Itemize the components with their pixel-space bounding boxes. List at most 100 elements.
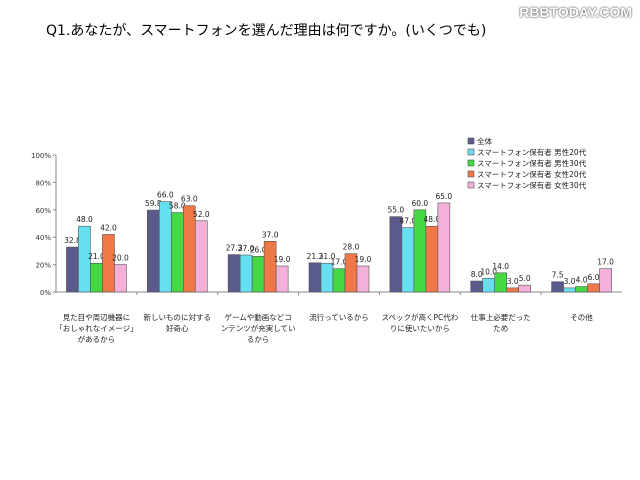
data-label: 48.0 bbox=[76, 215, 93, 224]
bar bbox=[494, 272, 508, 293]
data-label: 59.8 bbox=[145, 199, 162, 208]
data-label: 3.0 bbox=[564, 277, 576, 286]
bar bbox=[518, 284, 532, 293]
bar bbox=[66, 246, 79, 293]
category-label: るから bbox=[247, 335, 270, 344]
chart-title: Q1.あなたが、スマートフォンを選んだ理由は何ですか。(いくつでも) bbox=[46, 23, 487, 39]
bar bbox=[587, 283, 600, 293]
bar bbox=[575, 286, 588, 293]
category-label: 好奇心 bbox=[166, 323, 189, 333]
y-tick-label: 0% bbox=[40, 289, 51, 297]
category-label: スペックが高くPC代わ bbox=[381, 312, 458, 322]
data-label: 10.0 bbox=[480, 267, 497, 276]
bar bbox=[482, 277, 496, 293]
y-tick-label: 60% bbox=[35, 207, 51, 215]
legend-label: スマートフォン保有者 男性30代 bbox=[477, 158, 587, 168]
bar bbox=[239, 254, 253, 293]
category-label: 仕事上必要だった bbox=[471, 312, 531, 322]
bar bbox=[563, 287, 576, 293]
data-label: 66.0 bbox=[157, 191, 174, 200]
category-label: ため bbox=[493, 324, 508, 333]
data-label: 19.0 bbox=[355, 255, 372, 264]
bar bbox=[90, 262, 103, 293]
data-label: 21.0 bbox=[319, 252, 336, 261]
bar bbox=[470, 280, 484, 293]
data-label: 32.8 bbox=[64, 236, 81, 245]
bar bbox=[251, 256, 265, 293]
legend-label: スマートフォン保有者 女性20代 bbox=[477, 169, 587, 179]
legend-swatch bbox=[467, 137, 475, 145]
data-label: 21.3 bbox=[307, 252, 324, 261]
category-label: ンテンツが充実してい bbox=[221, 323, 296, 333]
category-label: りに使いたいから bbox=[390, 323, 450, 333]
bar bbox=[551, 281, 564, 293]
y-tick-label: 80% bbox=[35, 179, 51, 187]
data-label: 7.5 bbox=[552, 271, 564, 280]
category-label: があるから bbox=[78, 334, 116, 344]
data-label: 4.0 bbox=[576, 276, 588, 285]
data-label: 19.0 bbox=[274, 255, 291, 264]
data-label: 60.0 bbox=[412, 199, 429, 208]
bar bbox=[599, 268, 612, 293]
category-label: 流行っているから bbox=[309, 312, 369, 322]
data-label: 55.0 bbox=[388, 206, 405, 215]
data-label: 8.0 bbox=[471, 270, 483, 279]
data-label: 58.0 bbox=[169, 202, 186, 211]
bar bbox=[320, 262, 334, 293]
bar bbox=[308, 262, 322, 293]
bar bbox=[78, 225, 91, 293]
bar bbox=[401, 227, 415, 293]
data-label: 37.0 bbox=[262, 230, 279, 239]
bar bbox=[389, 216, 403, 293]
bar bbox=[506, 287, 520, 293]
legend-label: スマートフォン保有者 女性30代 bbox=[477, 180, 587, 190]
data-label: 27.3 bbox=[226, 244, 243, 253]
legend-swatch bbox=[467, 170, 475, 178]
data-label: 20.0 bbox=[112, 254, 129, 263]
legend-swatch bbox=[467, 148, 475, 156]
bar bbox=[194, 220, 208, 293]
data-label: 17.0 bbox=[597, 258, 614, 267]
legend-label: スマートフォン保有者 男性20代 bbox=[477, 147, 587, 157]
category-label: 「おしゃれなイメージ」 bbox=[55, 324, 137, 333]
legend-swatch bbox=[467, 181, 475, 189]
data-label: 6.0 bbox=[588, 273, 600, 282]
bar bbox=[170, 212, 184, 293]
category-label: その他 bbox=[570, 312, 593, 322]
data-label: 42.0 bbox=[100, 223, 117, 232]
bar bbox=[227, 254, 241, 293]
y-tick-label: 100% bbox=[31, 152, 51, 160]
bar bbox=[425, 225, 439, 293]
bar bbox=[437, 202, 451, 293]
bar bbox=[356, 265, 370, 293]
data-label: 17.0 bbox=[331, 258, 348, 267]
category-label: ゲームや動画などコ bbox=[225, 313, 292, 322]
data-label: 48.0 bbox=[424, 215, 441, 224]
legend-label: 全体 bbox=[477, 136, 492, 146]
bar bbox=[275, 265, 289, 293]
data-label: 65.0 bbox=[436, 192, 453, 201]
y-tick-label: 40% bbox=[35, 234, 51, 242]
bar bbox=[114, 264, 127, 293]
category-label: 見た目や周辺機器に bbox=[63, 312, 131, 322]
y-tick-label: 20% bbox=[35, 262, 51, 270]
data-label: 14.0 bbox=[492, 262, 509, 271]
data-label: 63.0 bbox=[181, 195, 198, 204]
bar bbox=[102, 234, 115, 293]
data-label: 52.0 bbox=[193, 210, 210, 219]
data-label: 5.0 bbox=[519, 274, 531, 283]
bar bbox=[146, 209, 160, 293]
data-label: 3.0 bbox=[507, 277, 519, 286]
data-label: 27.0 bbox=[238, 244, 255, 253]
watermark: RBBTODAY.COM bbox=[519, 4, 632, 20]
data-label: 47.0 bbox=[400, 217, 417, 226]
category-label: 新しいものに対する bbox=[144, 312, 212, 322]
legend-swatch bbox=[467, 159, 475, 167]
data-label: 26.0 bbox=[250, 245, 267, 254]
bar bbox=[263, 241, 277, 293]
bar bbox=[158, 201, 172, 293]
bar bbox=[332, 268, 346, 293]
data-label: 21.0 bbox=[88, 252, 105, 261]
data-label: 28.0 bbox=[343, 243, 360, 252]
